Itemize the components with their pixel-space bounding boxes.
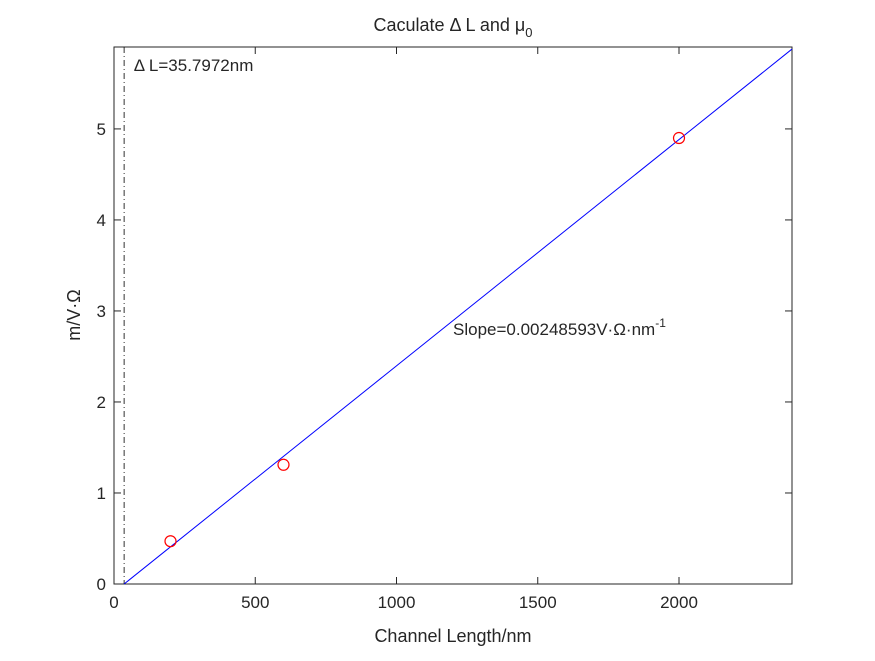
ticks-layer <box>113 47 792 585</box>
y-tick-label: 0 <box>97 575 106 594</box>
plot-area <box>113 46 793 585</box>
slope-annotation: Slope=0.00248593V·Ω·nm-1 <box>453 316 666 339</box>
fit-line <box>123 48 793 585</box>
data-point <box>672 131 686 145</box>
points-layer <box>164 131 686 548</box>
data-point <box>277 458 290 471</box>
x-tick-label: 500 <box>241 593 269 612</box>
x-tick-label: 1500 <box>519 593 557 612</box>
y-tick-label: 4 <box>97 211 106 230</box>
labels-layer: 0 500 1000 1500 2000 0 1 2 3 4 5 <box>97 120 698 612</box>
y-tick-label: 1 <box>97 484 106 503</box>
y-axis-label: m/V·Ω <box>64 289 84 340</box>
y-tick-label: 5 <box>97 120 106 139</box>
x-tick-label: 2000 <box>660 593 698 612</box>
x-tick-label: 0 <box>109 593 118 612</box>
chart-title: Caculate Δ L and μ0 <box>373 15 532 40</box>
data-point <box>164 535 177 548</box>
x-axis-label: Channel Length/nm <box>374 626 531 646</box>
x-tick-label: 1000 <box>378 593 416 612</box>
fit-layer <box>123 47 793 585</box>
delta-l-annotation: Δ L=35.7972nm <box>134 56 254 75</box>
y-tick-label: 2 <box>97 393 106 412</box>
y-tick-label: 3 <box>97 302 106 321</box>
